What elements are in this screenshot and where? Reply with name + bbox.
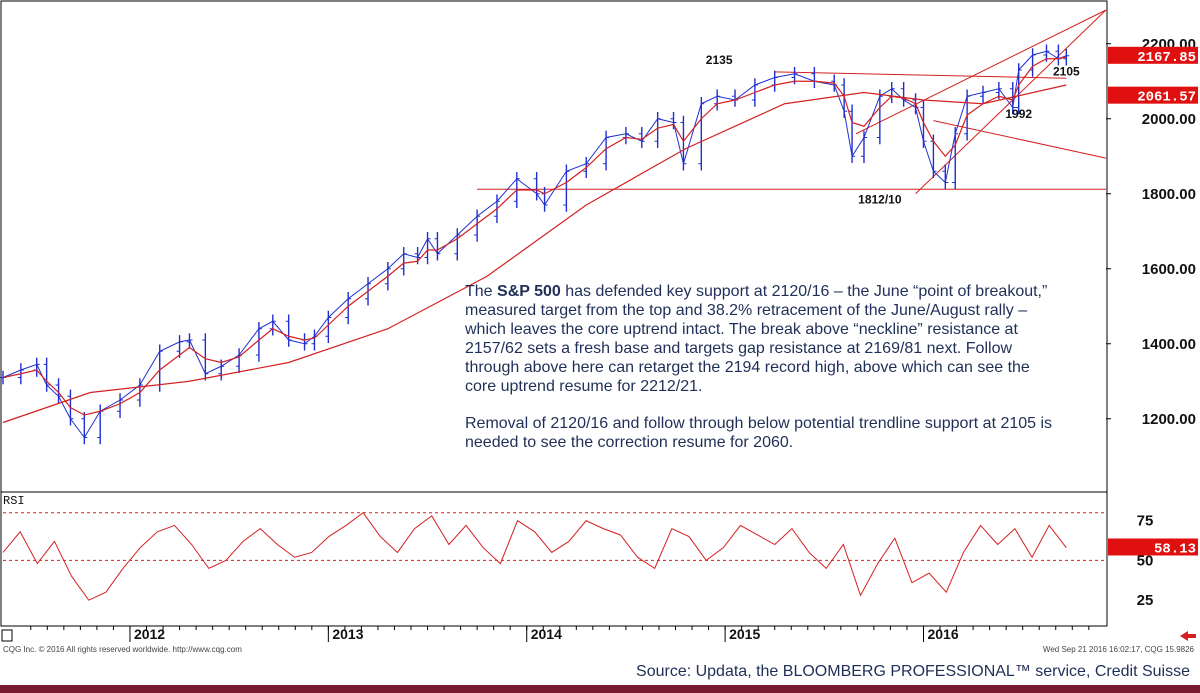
index-name: S&P 500 xyxy=(497,283,561,300)
rsi-label: RSI xyxy=(3,494,25,508)
price-bar xyxy=(670,112,677,130)
x-tick-label: 2014 xyxy=(531,626,562,642)
value-badge-label: 2061.57 xyxy=(1137,90,1196,106)
rsi-layer xyxy=(2,512,1106,601)
timestamp-footer: Wed Sep 21 2016 16:02:17, CQG 15.9826 xyxy=(1042,645,1194,654)
value-badge xyxy=(1108,86,1198,104)
rsi-panel-frame xyxy=(0,491,1108,627)
price-bar xyxy=(876,89,883,145)
moving-average-fast-line xyxy=(2,56,1067,416)
price-bar xyxy=(33,357,40,377)
price-bar xyxy=(117,393,124,418)
reference-line-uptrend-channel-upper xyxy=(855,9,1107,135)
rsi-tick-label: 25 xyxy=(1137,592,1154,609)
price-bar xyxy=(980,85,987,103)
price-bar xyxy=(269,314,276,336)
y-tick-label: 1600.00 xyxy=(1142,261,1196,278)
price-bar xyxy=(811,67,818,88)
brand-bar xyxy=(0,685,1200,693)
moving-average-slow-line xyxy=(2,84,1067,424)
price-bar xyxy=(81,412,88,445)
x-tick-label: 2015 xyxy=(729,626,760,642)
corner-box xyxy=(1,629,13,642)
x-tick-label: 2013 xyxy=(332,626,363,642)
copyright-footer: CQG Inc. © 2016 All rights reserved worl… xyxy=(3,645,242,654)
rsi-tick-label: 75 xyxy=(1137,513,1154,530)
x-tick-label: 2012 xyxy=(134,626,165,642)
price-bar xyxy=(942,164,949,190)
price-annotation: 2135 xyxy=(706,53,733,67)
axis-layer: 2200.002000.001800.001600.001400.001200.… xyxy=(30,36,1198,642)
reference-line-resistance-trend xyxy=(774,71,1067,79)
price-bar xyxy=(1055,44,1062,66)
price-bar xyxy=(434,232,441,261)
price-bar xyxy=(900,82,907,107)
price-bar xyxy=(1029,48,1036,77)
price-bar xyxy=(400,247,407,276)
commentary-paragraph-2: Removal of 2120/16 and follow through be… xyxy=(465,415,1053,451)
value-badge xyxy=(1108,46,1198,64)
price-bar xyxy=(888,82,895,103)
reference-line-uptrend-channel-lower xyxy=(915,9,1107,195)
commentary-paragraph-1: The S&P 500 has defended key support at … xyxy=(465,283,1048,395)
x-tick-label: 2016 xyxy=(927,626,958,642)
price-annotation: 2105 xyxy=(1053,64,1080,78)
price-series xyxy=(2,50,1067,439)
commentary-text: The S&P 500 has defended key support at … xyxy=(465,282,1065,470)
y-tick-label: 1200.00 xyxy=(1142,411,1196,428)
rsi-value-badge-label: 58.13 xyxy=(1154,541,1196,557)
y-tick-label: 1400.00 xyxy=(1142,336,1196,353)
price-layer xyxy=(0,9,1107,445)
price-bar xyxy=(714,89,721,111)
price-bar xyxy=(541,187,548,212)
source-line: Source: Updata, the BLOOMBERG PROFESSION… xyxy=(636,663,1190,680)
scroll-arrow-icon[interactable] xyxy=(1180,631,1196,641)
price-bar xyxy=(622,127,629,145)
price-bar xyxy=(698,97,705,171)
price-bar xyxy=(771,70,778,92)
value-badge-label: 2167.85 xyxy=(1137,50,1196,66)
price-annotation: 1812/10 xyxy=(858,192,902,206)
rsi-tick-label: 50 xyxy=(1137,552,1154,569)
price-bar xyxy=(860,130,867,163)
price-bar xyxy=(285,314,292,347)
rsi-value-badge xyxy=(1108,538,1198,556)
y-tick-label: 1800.00 xyxy=(1142,186,1196,203)
sp500-chart: RSI 2200.002000.001800.001600.001400.001… xyxy=(0,0,1198,642)
annotation-layer: 2135 2105 1992 1812/10 xyxy=(706,53,1080,206)
price-bar xyxy=(424,232,431,265)
reference-line-downtrend xyxy=(933,120,1107,159)
y-tick-label: 2000.00 xyxy=(1142,111,1196,128)
rsi-series xyxy=(2,512,1067,601)
price-annotation: 1992 xyxy=(1005,107,1032,121)
